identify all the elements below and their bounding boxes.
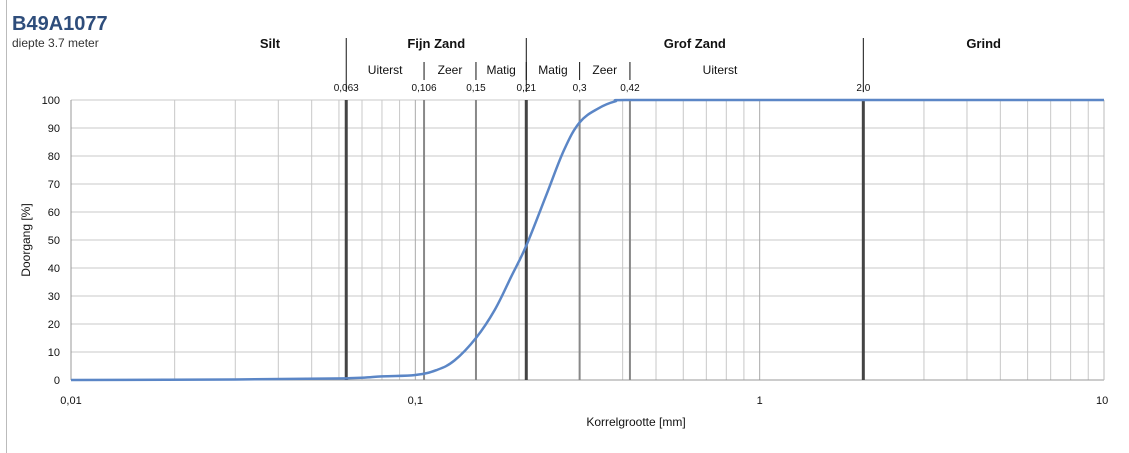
subzone-label: Matig — [486, 63, 515, 77]
x-tick-label: 0,1 — [408, 395, 423, 407]
y-tick-label: 0 — [54, 375, 60, 387]
y-tick-label: 80 — [48, 151, 60, 163]
fraction-boundary-label: 0,106 — [412, 83, 437, 94]
sieve-curve-line — [70, 98, 1104, 382]
y-tick-label: 100 — [42, 95, 60, 107]
subzone-label: Uiterst — [703, 63, 738, 77]
fraction-boundary-label: 0,3 — [573, 83, 587, 94]
y-tick-label: 60 — [48, 207, 60, 219]
y-tick-label: 40 — [48, 263, 60, 275]
subzone-label: Zeer — [438, 63, 463, 77]
fraction-boundary-label: 2,0 — [856, 83, 870, 94]
x-tick-label: 0,01 — [60, 395, 81, 407]
y-tick-label: 30 — [48, 291, 60, 303]
subzone-label: Zeer — [592, 63, 617, 77]
x-tick-label: 10 — [1096, 395, 1108, 407]
zone-label: Fijn Zand — [407, 36, 465, 51]
subzone-label: Matig — [538, 63, 567, 77]
window-frame-edge — [6, 0, 7, 453]
y-axis-label: Doorgang [%] — [19, 203, 33, 276]
y-tick-label: 20 — [48, 319, 60, 331]
subzone-label: Uiterst — [368, 63, 403, 77]
y-tick-label: 10 — [48, 347, 60, 359]
chart-subtitle: diepte 3.7 meter — [12, 36, 99, 50]
y-tick-label: 50 — [48, 235, 60, 247]
zone-label: Silt — [260, 36, 281, 51]
y-tick-label: 70 — [48, 179, 60, 191]
fraction-boundary-label: 0,42 — [620, 83, 640, 94]
x-tick-label: 1 — [757, 395, 763, 407]
zone-label: Grind — [966, 36, 1001, 51]
zone-label: Grof Zand — [664, 36, 726, 51]
chart-title: B49A1077 — [12, 13, 108, 35]
x-axis-label: Korrelgrootte [mm] — [586, 415, 685, 429]
fraction-boundary-label: 0,063 — [334, 83, 359, 94]
fraction-boundary-label: 0,15 — [466, 83, 486, 94]
y-tick-label: 90 — [48, 123, 60, 135]
fraction-boundary-label: 0,21 — [517, 83, 537, 94]
